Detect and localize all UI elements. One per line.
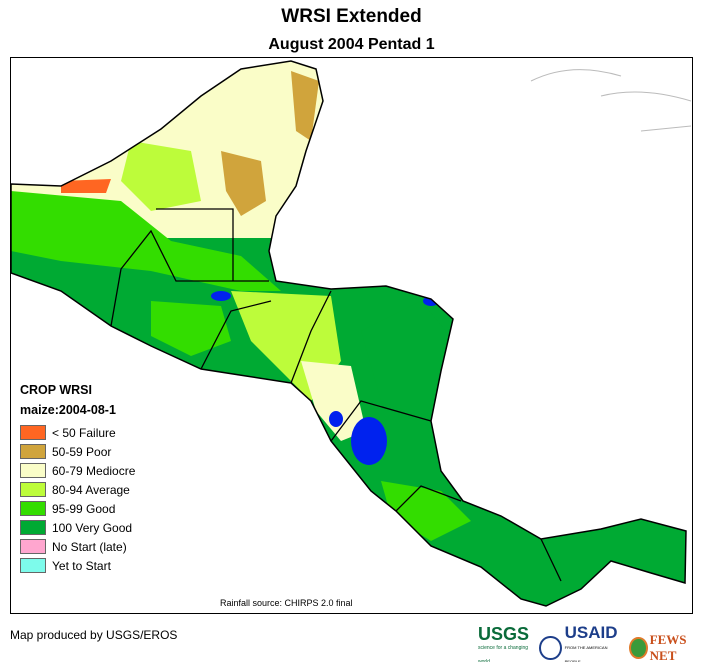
legend-item: Yet to Start	[20, 556, 135, 575]
legend-item: < 50 Failure	[20, 423, 135, 442]
caribbean-islands	[530, 69, 692, 132]
fews-net-logo: FEWS NET	[629, 632, 703, 662]
wrsi-map	[11, 60, 692, 607]
legend-swatch	[20, 539, 46, 554]
legend-label: 60-79 Mediocre	[52, 463, 136, 478]
legend-label: 100 Very Good	[52, 520, 133, 535]
legend-item: 100 Very Good	[20, 518, 135, 537]
legend-item: 80-94 Average	[20, 480, 135, 499]
legend-swatch	[20, 520, 46, 535]
map-subtitle: August 2004 Pentad 1	[268, 36, 435, 53]
legend-label: No Start (late)	[52, 539, 127, 554]
legend-swatch	[20, 463, 46, 478]
legend-swatch	[20, 425, 46, 440]
legend-item: 50-59 Poor	[20, 442, 135, 461]
legend-label: < 50 Failure	[52, 425, 116, 440]
legend-title: CROP WRSI	[20, 383, 92, 397]
legend-label: Yet to Start	[52, 558, 111, 573]
legend-swatch	[20, 482, 46, 497]
partner-logos: USGS science for a changing world USAID FR…	[478, 623, 703, 662]
legend-swatch	[20, 501, 46, 516]
legend-label: 80-94 Average	[52, 482, 130, 497]
map-title: WRSI Extended	[281, 6, 422, 27]
legend-swatch	[20, 444, 46, 459]
footer-credit: Map produced by USGS/EROS	[10, 628, 178, 642]
map-frame	[10, 57, 693, 614]
usgs-logo: USGS science for a changing world	[478, 623, 530, 662]
legend-item: 60-79 Mediocre	[20, 461, 135, 480]
globe-icon	[629, 636, 648, 659]
legend-subtitle: maize:2004-08-1	[20, 403, 116, 417]
rainfall-source: Rainfall source: CHIRPS 2.0 final	[220, 598, 353, 608]
legend-swatch	[20, 558, 46, 573]
usaid-logo: USAID FROM THE AMERICAN PEOPLE	[539, 624, 619, 662]
legend-label: 95-99 Good	[52, 501, 116, 516]
country-borders	[110, 208, 562, 582]
legend: CROP WRSI maize:2004-08-1 < 50 Failure 50…	[20, 383, 135, 575]
legend-label: 50-59 Poor	[52, 444, 112, 459]
legend-item: 95-99 Good	[20, 499, 135, 518]
usaid-seal-icon	[539, 635, 562, 660]
legend-item: No Start (late)	[20, 537, 135, 556]
